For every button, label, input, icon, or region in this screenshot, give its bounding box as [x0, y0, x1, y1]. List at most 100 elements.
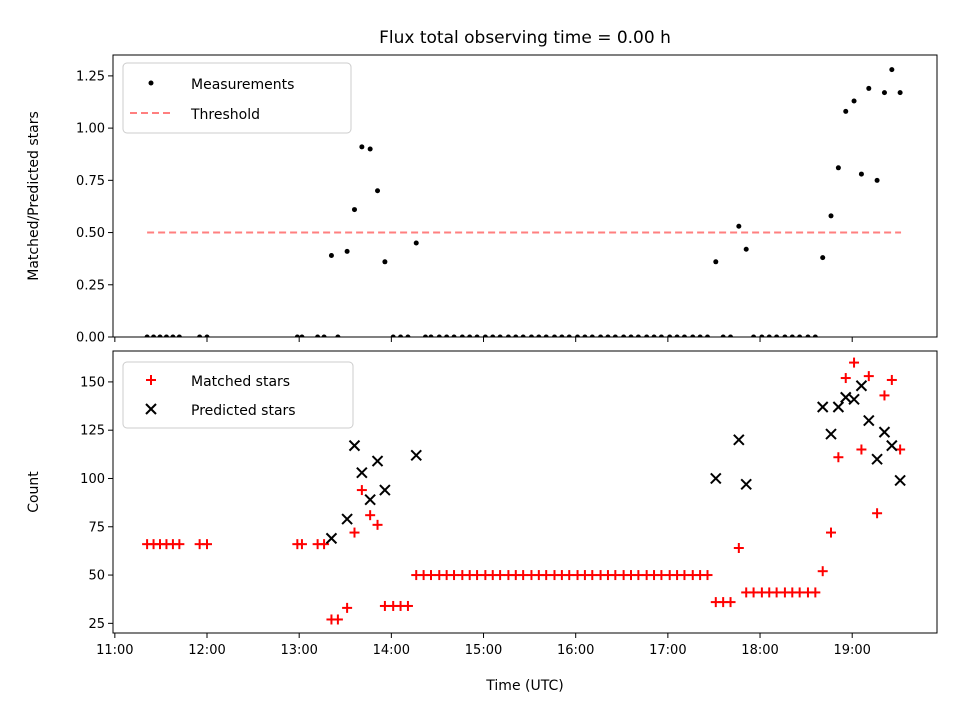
measurement-point	[889, 67, 895, 73]
measurement-point	[635, 334, 641, 337]
measurement-point	[467, 334, 473, 337]
plot-area	[142, 357, 906, 625]
y-tick-label: 50	[88, 569, 105, 584]
measurement-point	[697, 334, 703, 337]
bottom-legend-box	[122, 361, 354, 429]
predicted-point	[371, 455, 384, 467]
measurement-point	[520, 334, 526, 337]
measurement-point	[197, 334, 203, 337]
measurement-point	[490, 334, 496, 337]
measurement-point	[204, 334, 210, 337]
predicted-point	[863, 414, 875, 427]
measurement-point	[743, 246, 749, 252]
measurement-point	[382, 259, 388, 265]
x-axis-label: Time (UTC)	[485, 678, 563, 694]
x-tick-label: 14:00	[373, 643, 410, 658]
measurement-point	[351, 207, 357, 213]
measurement-point	[704, 334, 710, 337]
measurement-point	[335, 334, 341, 337]
measurement-point	[451, 334, 457, 337]
measurement-point	[543, 334, 549, 337]
measurement-point	[805, 334, 811, 337]
predicted-point	[878, 426, 891, 438]
bottom-panel-ticks: 25 50 75 100 125 150 11:00 12:00 13:00 14:00 15:00…	[80, 375, 871, 658]
matched-point	[886, 374, 897, 385]
measurement-point	[176, 334, 182, 337]
measurement-point	[390, 334, 396, 337]
y-tick-label: 0.00	[76, 331, 105, 346]
measurement-point	[881, 90, 887, 96]
matched-point	[817, 566, 828, 577]
matched-point	[872, 508, 883, 519]
measurement-point	[782, 334, 788, 337]
matched-point	[332, 614, 343, 625]
measurement-point	[151, 334, 157, 337]
measurement-point	[866, 85, 872, 91]
measurement-point	[359, 144, 365, 150]
matched-point	[810, 587, 821, 598]
matched-point	[319, 539, 330, 550]
measurement-point	[897, 90, 903, 96]
legend-matched-marker	[146, 375, 156, 385]
predicted-point	[855, 380, 868, 392]
measurement-point	[170, 334, 176, 337]
measurement-point	[315, 334, 321, 337]
measurement-point	[651, 334, 657, 337]
bottom-panel-ylabel: Count	[26, 471, 42, 513]
measurement-point	[713, 259, 719, 265]
measurement-point	[321, 334, 327, 337]
measurement-point	[843, 108, 849, 114]
y-tick-label: 1.25	[76, 69, 105, 84]
measurement-point	[589, 334, 595, 337]
measurement-point	[459, 334, 465, 337]
top-panel-marks	[144, 67, 903, 337]
measurement-point	[828, 213, 834, 219]
matched-point	[365, 510, 376, 521]
top-panel-frame	[112, 54, 938, 338]
measurement-point	[690, 334, 696, 337]
top-panel-legend: Measurements Threshold	[122, 62, 352, 134]
legend-threshold-label: Threshold	[190, 107, 260, 123]
matched-point	[856, 444, 867, 455]
predicted-point	[740, 478, 752, 490]
predicted-point	[832, 401, 845, 413]
legend-measurements-marker	[148, 80, 154, 86]
measurement-point	[874, 177, 880, 183]
x-tick-label: 12:00	[188, 643, 225, 658]
predicted-point	[848, 393, 860, 405]
bottom-panel-legend: Matched stars Predicted stars	[122, 361, 354, 429]
legend-measurements-label: Measurements	[191, 77, 294, 93]
measurement-point	[789, 334, 795, 337]
predicted-point	[348, 439, 361, 452]
x-tick-label: 18:00	[741, 643, 778, 658]
measurement-point	[835, 165, 841, 171]
y-tick-label: 25	[88, 617, 105, 632]
y-tick-label: 75	[88, 520, 105, 535]
predicted-point	[410, 449, 422, 462]
x-tick-label: 11:00	[96, 643, 133, 658]
x-tick-label: 17:00	[649, 643, 686, 658]
measurement-point	[344, 248, 350, 254]
top-panel-ylabel: Matched/Predicted stars	[26, 111, 42, 281]
measurement-point	[144, 334, 150, 337]
measurement-point	[667, 334, 673, 337]
measurement-point	[644, 334, 650, 337]
matched-point	[725, 597, 736, 608]
y-tick-label: 125	[80, 424, 105, 439]
x-tick-label: 15:00	[465, 643, 502, 658]
measurement-point	[482, 334, 488, 337]
y-tick-label: 0.25	[76, 278, 105, 293]
measurement-point	[536, 334, 542, 337]
measurement-point	[582, 334, 588, 337]
measurement-point	[405, 334, 411, 337]
measurement-point	[375, 188, 381, 194]
bottom-panel: 25 50 75 100 125 150 11:00 12:00 13:00 14:00 15:00…	[26, 350, 938, 658]
top-panel-ticks: 0.00 0.25 0.50 0.75 1.00 1.25	[76, 69, 853, 346]
legend-matched-label: Matched stars	[191, 374, 290, 390]
measurement-point	[658, 334, 664, 337]
matched-point	[702, 570, 713, 581]
measurement-point	[566, 334, 572, 337]
top-panel: 0.00 0.25 0.50 0.75 1.00 1.25 Matched/Predict…	[26, 54, 938, 346]
measurement-point	[751, 334, 757, 337]
